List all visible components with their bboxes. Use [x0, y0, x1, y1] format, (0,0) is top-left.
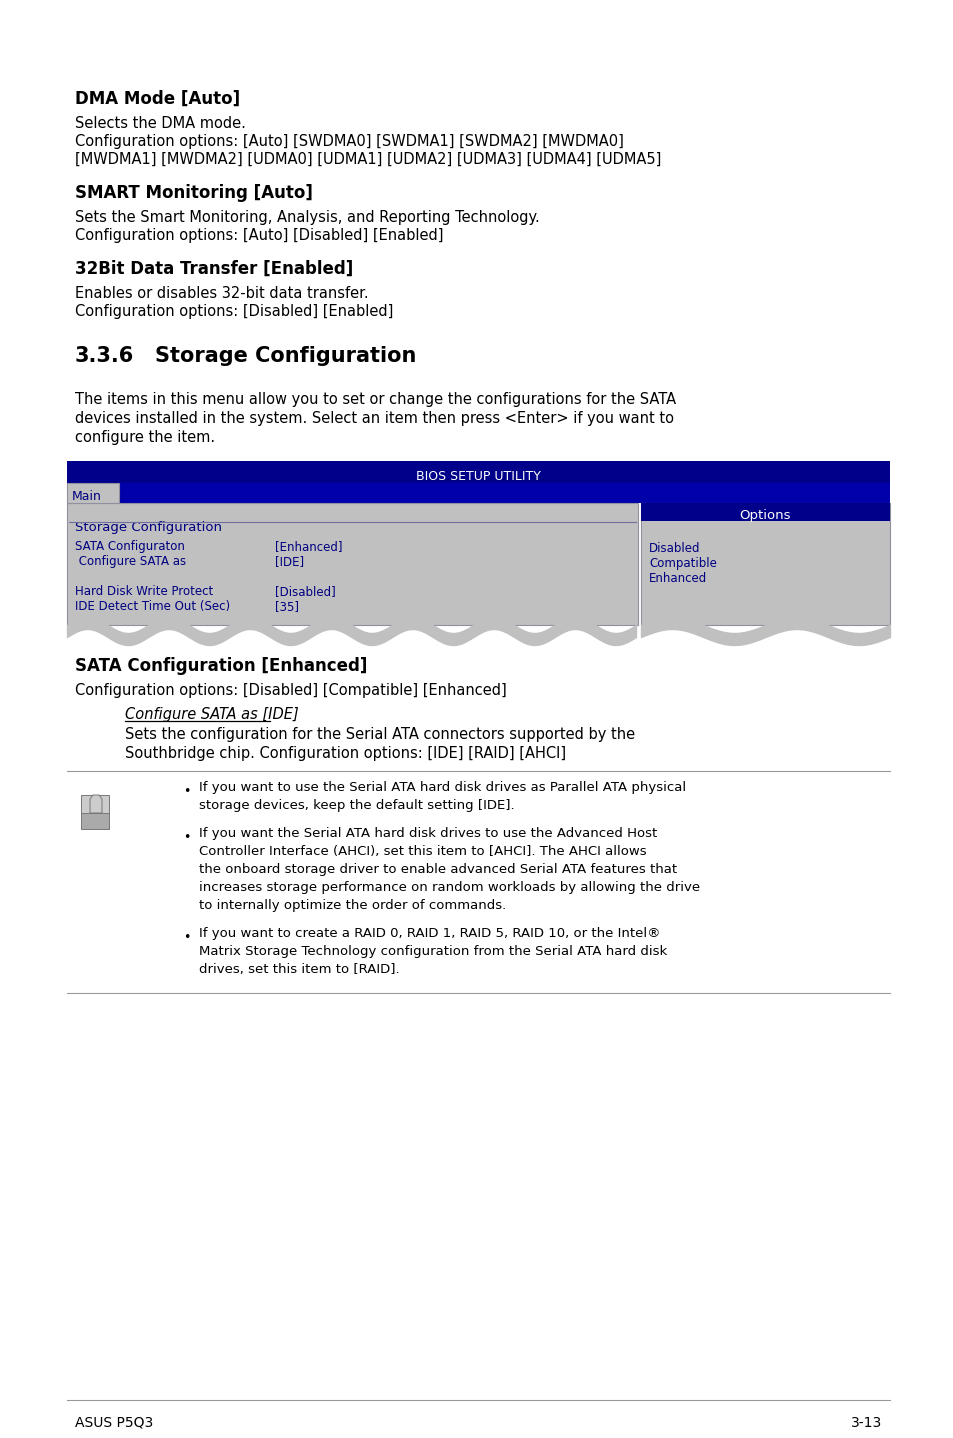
Text: to internally optimize the order of commands.: to internally optimize the order of comm…: [199, 899, 506, 912]
Text: •: •: [183, 930, 191, 943]
Text: If you want to use the Serial ATA hard disk drives as Parallel ATA physical: If you want to use the Serial ATA hard d…: [199, 781, 685, 794]
Text: Configure SATA as [IDE]: Configure SATA as [IDE]: [125, 707, 298, 722]
Bar: [67, 503, 638, 626]
Text: ASUS P5Q3: ASUS P5Q3: [75, 1416, 153, 1429]
Text: Selects the DMA mode.: Selects the DMA mode.: [75, 116, 246, 131]
Text: Compatible: Compatible: [648, 557, 716, 569]
Text: Configuration options: [Auto] [Disabled] [Enabled]: Configuration options: [Auto] [Disabled]…: [75, 229, 443, 243]
Text: storage devices, keep the default setting [IDE].: storage devices, keep the default settin…: [199, 800, 514, 812]
Text: [Enhanced]: [Enhanced]: [274, 541, 342, 554]
Text: •: •: [183, 831, 191, 844]
Text: BIOS SETUP UTILITY: BIOS SETUP UTILITY: [416, 469, 540, 483]
Text: [35]: [35]: [274, 600, 298, 613]
Bar: [640, 503, 889, 521]
Text: [IDE]: [IDE]: [274, 555, 304, 568]
Text: Configuration options: [Auto] [SWDMA0] [SWDMA1] [SWDMA2] [MWDMA0]: Configuration options: [Auto] [SWDMA0] […: [75, 134, 623, 150]
Text: 3.3.6: 3.3.6: [75, 347, 134, 367]
Text: increases storage performance on random workloads by allowing the drive: increases storage performance on random …: [199, 881, 700, 894]
Text: Storage Configuration: Storage Configuration: [154, 347, 416, 367]
Text: SMART Monitoring [Auto]: SMART Monitoring [Auto]: [75, 184, 313, 201]
Text: Enables or disables 32-bit data transfer.: Enables or disables 32-bit data transfer…: [75, 286, 368, 301]
Text: 32Bit Data Transfer [Enabled]: 32Bit Data Transfer [Enabled]: [75, 260, 353, 278]
Text: The items in this menu allow you to set or change the configurations for the SAT: The items in this menu allow you to set …: [75, 393, 676, 407]
Text: 3-13: 3-13: [850, 1416, 882, 1429]
Text: If you want to create a RAID 0, RAID 1, RAID 5, RAID 10, or the Intel®: If you want to create a RAID 0, RAID 1, …: [199, 928, 659, 940]
Bar: [81, 795, 109, 812]
Text: Southbridge chip. Configuration options: [IDE] [RAID] [AHCI]: Southbridge chip. Configuration options:…: [125, 746, 565, 761]
Text: drives, set this item to [RAID].: drives, set this item to [RAID].: [199, 963, 399, 976]
Bar: [640, 503, 889, 626]
Polygon shape: [90, 795, 102, 812]
Text: IDE Detect Time Out (Sec): IDE Detect Time Out (Sec): [75, 600, 230, 613]
Text: Controller Interface (AHCI), set this item to [AHCI]. The AHCI allows: Controller Interface (AHCI), set this it…: [199, 846, 646, 858]
Text: DMA Mode [Auto]: DMA Mode [Auto]: [75, 91, 240, 108]
Bar: [81, 811, 109, 828]
Text: Configuration options: [Disabled] [Compatible] [Enhanced]: Configuration options: [Disabled] [Compa…: [75, 683, 506, 697]
Text: Enhanced: Enhanced: [648, 572, 706, 585]
Text: SATA Configuration [Enhanced]: SATA Configuration [Enhanced]: [75, 657, 367, 674]
Text: Sets the configuration for the Serial ATA connectors supported by the: Sets the configuration for the Serial AT…: [125, 728, 635, 742]
Text: Configure SATA as: Configure SATA as: [75, 555, 186, 568]
Text: [MWDMA1] [MWDMA2] [UDMA0] [UDMA1] [UDMA2] [UDMA3] [UDMA4] [UDMA5]: [MWDMA1] [MWDMA2] [UDMA0] [UDMA1] [UDMA2…: [75, 152, 660, 167]
Bar: [67, 483, 889, 503]
Text: Sets the Smart Monitoring, Analysis, and Reporting Technology.: Sets the Smart Monitoring, Analysis, and…: [75, 210, 539, 224]
Text: the onboard storage driver to enable advanced Serial ATA features that: the onboard storage driver to enable adv…: [199, 863, 677, 876]
Text: Main: Main: [71, 490, 102, 503]
Text: devices installed in the system. Select an item then press <Enter> if you want t: devices installed in the system. Select …: [75, 411, 673, 426]
Text: Storage Configuration: Storage Configuration: [75, 521, 222, 533]
Bar: [67, 462, 889, 483]
Text: [Disabled]: [Disabled]: [274, 585, 335, 598]
Text: Hard Disk Write Protect: Hard Disk Write Protect: [75, 585, 213, 598]
Text: Options: Options: [739, 509, 790, 522]
Text: Configuration options: [Disabled] [Enabled]: Configuration options: [Disabled] [Enabl…: [75, 303, 393, 319]
Text: Disabled: Disabled: [648, 542, 700, 555]
Text: configure the item.: configure the item.: [75, 430, 214, 444]
Bar: [67, 483, 119, 503]
Text: •: •: [183, 785, 191, 798]
Text: SATA Configuraton: SATA Configuraton: [75, 541, 185, 554]
Text: Matrix Storage Technology configuration from the Serial ATA hard disk: Matrix Storage Technology configuration …: [199, 945, 666, 958]
Text: If you want the Serial ATA hard disk drives to use the Advanced Host: If you want the Serial ATA hard disk dri…: [199, 827, 657, 840]
